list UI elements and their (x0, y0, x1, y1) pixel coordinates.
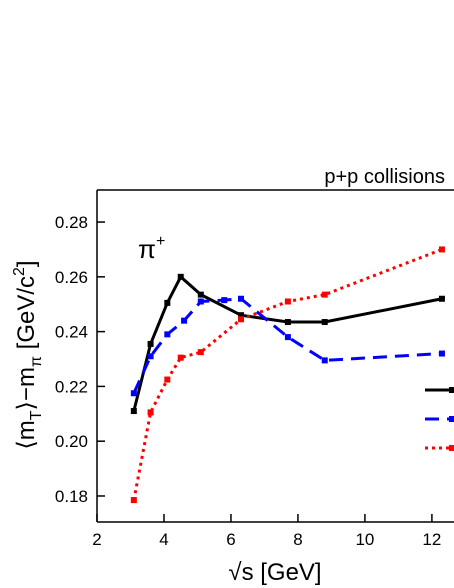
data-point (197, 349, 204, 356)
y-label-part: 2 (11, 267, 28, 276)
x-tick-label: 6 (226, 530, 235, 549)
data-point (438, 295, 445, 302)
series-line (132, 297, 443, 394)
series-line (132, 274, 443, 412)
data-point (147, 353, 154, 360)
data-point (284, 334, 291, 341)
series-line (132, 248, 443, 501)
y-tick-label: 0.22 (55, 377, 88, 396)
y-tick-label: 0.28 (55, 213, 88, 232)
y-label-part: T (28, 410, 45, 420)
data-point (177, 354, 184, 361)
data-point (321, 357, 328, 364)
x-tick-label: 2 (92, 530, 101, 549)
x-tick-label: 12 (422, 530, 441, 549)
data-point (238, 295, 245, 302)
data-point (130, 497, 137, 504)
legend-marker (449, 416, 454, 422)
data-point (147, 340, 154, 347)
annotation-sup: + (156, 233, 165, 250)
y-tick-label: 0.26 (55, 268, 88, 287)
y-label-part: [GeV/c (13, 276, 40, 356)
annotation: π+ (138, 233, 165, 264)
data-point (284, 298, 291, 305)
data-point (197, 298, 204, 305)
plot-area (130, 246, 445, 504)
x-tick-label: 10 (355, 530, 374, 549)
y-tick-label: 0.20 (55, 432, 88, 451)
data-point (177, 273, 184, 280)
data-point (164, 376, 171, 383)
y-label-part: ⟨m (13, 420, 40, 449)
data-point (164, 299, 171, 306)
data-point (321, 319, 328, 326)
data-point (438, 246, 445, 253)
x-tick-label: 8 (293, 530, 302, 549)
data-point (181, 317, 188, 324)
data-point (130, 408, 137, 415)
y-axis-label: ⟨mT⟩−mπ [GeV/c2] (11, 260, 45, 449)
y-label-part: ⟩−m (13, 367, 40, 410)
y-tick-label: 0.24 (55, 323, 88, 342)
data-point (164, 331, 171, 338)
y-label-part: π (28, 356, 45, 367)
data-point (438, 350, 445, 357)
y-label-part: ] (13, 260, 40, 267)
data-point (238, 312, 245, 319)
data-point (147, 409, 154, 416)
data-point (284, 319, 291, 326)
chart-title: p+p collisions (324, 166, 445, 188)
data-point (130, 390, 137, 397)
data-point (221, 297, 228, 304)
y-tick-label: 0.18 (55, 487, 88, 506)
data-point (238, 316, 245, 323)
annotation-base: π (138, 234, 156, 264)
legend-marker (449, 445, 454, 451)
legend-marker (449, 387, 454, 393)
data-point (321, 291, 328, 298)
data-point (197, 291, 204, 298)
x-tick-label: 4 (159, 530, 168, 549)
x-axis-label: √s [GeV] (228, 559, 321, 586)
